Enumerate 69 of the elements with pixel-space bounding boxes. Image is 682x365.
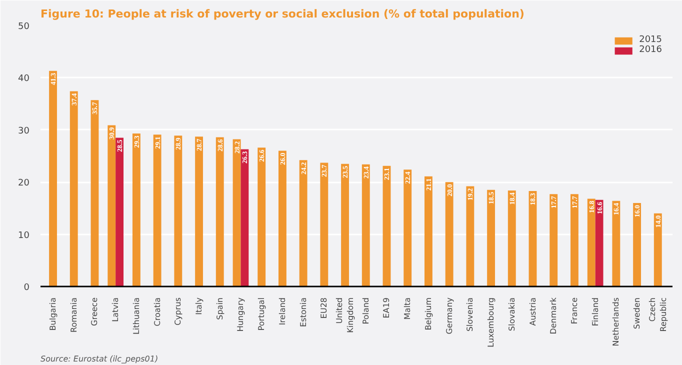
y-tick-label: 0 — [24, 283, 30, 293]
bar — [320, 162, 328, 286]
bar — [216, 137, 224, 286]
bar — [278, 150, 286, 286]
x-tick-label: Denmark — [549, 297, 558, 334]
x-tick-label: Bulgaria — [48, 297, 58, 331]
bar — [487, 190, 495, 286]
bar — [424, 176, 432, 286]
bar — [258, 148, 266, 286]
y-tick-label: 20 — [18, 178, 30, 189]
x-tick-label: EA19 — [382, 297, 392, 318]
x-tick-label: EU28 — [320, 297, 329, 319]
bar — [153, 134, 162, 286]
bar — [570, 194, 578, 286]
x-tick-label: Austria — [528, 297, 538, 326]
x-tick-label: Luxembourg — [486, 298, 496, 348]
x-tick-label: Belgium — [424, 297, 433, 330]
x-tick-label: Poland — [361, 297, 370, 324]
x-tick-label: Portugal — [257, 297, 266, 331]
x-tick-label: United Kingdom — [335, 297, 355, 333]
y-tick-label: 40 — [18, 74, 30, 84]
x-tick-label: Malta — [403, 297, 412, 320]
x-tick-label: Croatia — [152, 297, 162, 326]
x-tick-label: Finland — [590, 297, 600, 326]
x-tick-label: Romania — [69, 297, 78, 332]
y-tick-label: 30 — [18, 126, 30, 136]
bar — [362, 164, 370, 286]
y-tick-label: 10 — [18, 230, 30, 241]
x-tick-label: Hungary — [236, 297, 246, 332]
y-tick-label: 50 — [18, 22, 30, 32]
x-tick-label: Germany — [444, 297, 454, 334]
x-tick-label: Slovakia — [507, 297, 516, 332]
legend-label: 2015 — [639, 35, 662, 45]
bar — [240, 149, 249, 286]
x-tick-label: Cyprus — [174, 297, 183, 326]
x-tick-label: Italy — [194, 297, 204, 315]
legend-label: 2016 — [639, 45, 662, 55]
x-tick-label: Spain — [215, 297, 224, 320]
bar — [633, 202, 642, 286]
bar — [90, 100, 99, 286]
source-note: Source: Eurostat (ilc_peps01) — [40, 354, 158, 364]
bar — [116, 138, 124, 286]
bar — [550, 194, 558, 286]
x-tick-label: Greece — [90, 297, 100, 326]
bar — [404, 170, 412, 286]
bar — [49, 70, 57, 286]
bar — [299, 160, 308, 286]
bar — [382, 166, 391, 286]
bar — [654, 213, 662, 286]
bar — [341, 164, 349, 286]
bar — [445, 182, 454, 286]
x-tick-label: France — [570, 297, 579, 324]
bar — [612, 200, 620, 286]
bar — [174, 136, 182, 286]
bar — [595, 200, 604, 286]
x-tick-label: Latvia — [111, 297, 120, 322]
bar — [508, 190, 516, 286]
x-tick-label: Czech Republic — [648, 297, 668, 332]
x-tick-label: Slovenia — [466, 297, 475, 332]
x-tick-label: Lithuania — [132, 297, 141, 335]
x-tick-label: Sweden — [632, 297, 642, 330]
bar — [195, 136, 203, 286]
bar — [132, 134, 140, 286]
x-tick-label: Netherlands — [612, 298, 621, 346]
x-tick-label: Ireland — [278, 297, 287, 326]
x-tick-label: Estonia — [298, 297, 308, 327]
bar — [466, 186, 474, 286]
bar — [70, 91, 78, 286]
chart-title: Figure 10: People at risk of poverty or social exclusion (% of total population) — [40, 8, 524, 20]
